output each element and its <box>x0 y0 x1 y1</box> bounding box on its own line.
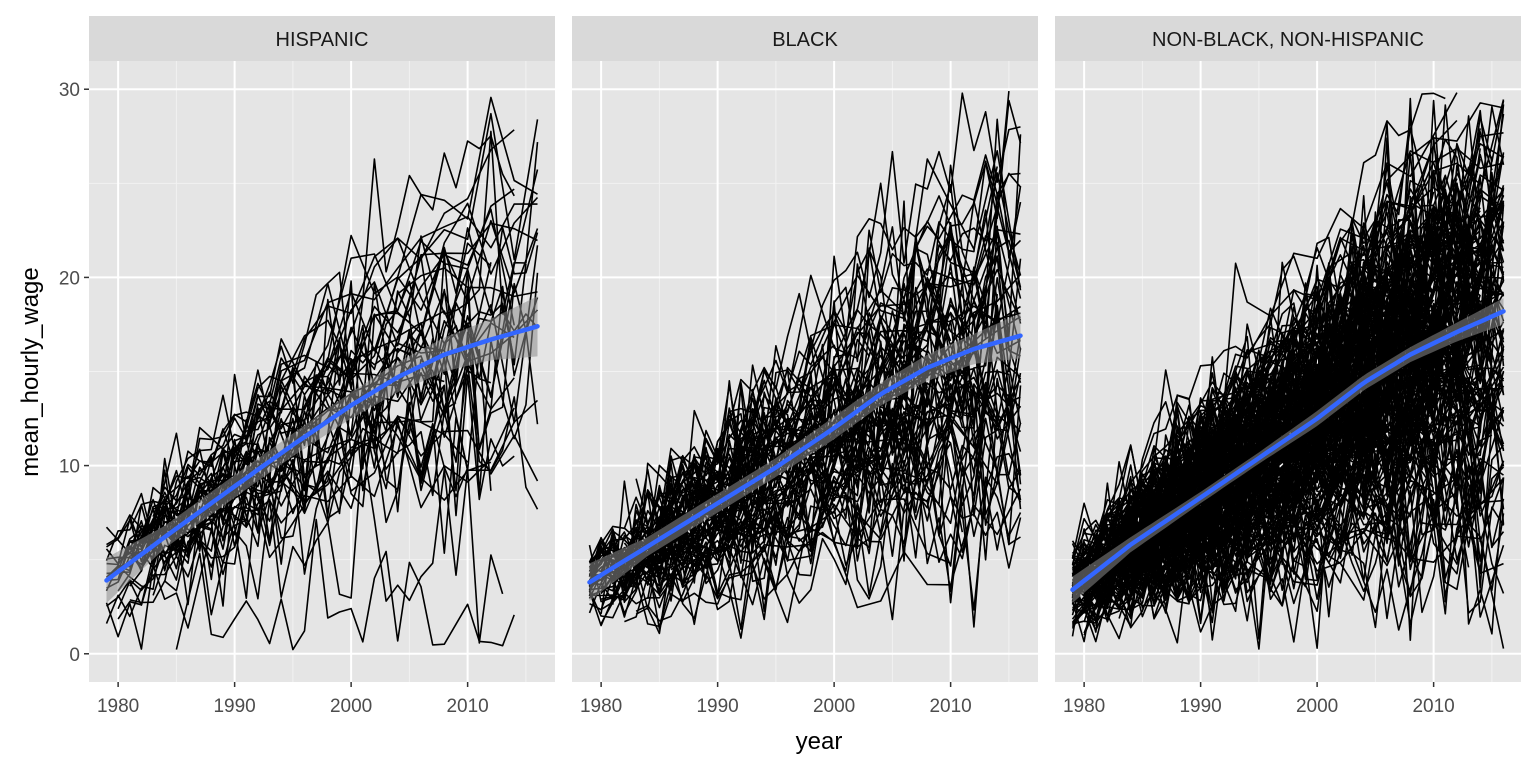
individual-trajectory <box>129 267 538 573</box>
smooth-trend-line <box>104 324 540 583</box>
x-tick-label: 1980 <box>1063 696 1105 717</box>
facet-1: BLACK 1980 1990 2000 2010 <box>572 16 1038 717</box>
individual-trajectory <box>1083 477 1504 608</box>
x-tick-label: 2010 <box>446 696 488 717</box>
facet-strip <box>89 16 555 61</box>
x-tick-label: 2010 <box>1412 696 1454 717</box>
smooth-trend-line <box>587 333 1023 585</box>
y-axis-title: mean_hourly_wage <box>17 267 44 476</box>
facets-layer: HISPANIC 1980 1990 2000 2010 0 10 20 30 BLACK 1980… <box>59 16 1521 717</box>
individual-trajectory <box>1071 122 1423 565</box>
individual-trajectory <box>612 377 1022 630</box>
individual-trajectory <box>175 518 515 651</box>
individual-trajectory <box>588 228 1021 576</box>
individual-trajectory <box>600 446 1021 625</box>
individual-trajectory <box>129 245 539 543</box>
y-tick-label: 10 <box>59 457 80 478</box>
individual-trajectory <box>646 92 1021 527</box>
individual-trajectory <box>635 386 1022 635</box>
individual-trajectory <box>635 304 1022 536</box>
individual-trajectory <box>658 91 1010 552</box>
facet-strip-label: HISPANIC <box>276 29 369 51</box>
individual-trajectory <box>612 185 1022 560</box>
smooth-trend-line <box>1070 309 1506 593</box>
x-tick-label: 2000 <box>330 696 372 717</box>
individual-trajectory <box>1071 155 1505 578</box>
x-tick-label: 2000 <box>1296 696 1338 717</box>
individual-trajectory <box>129 415 539 607</box>
individual-trajectory <box>105 134 515 565</box>
facet-strip-label: NON-BLACK, NON-HISPANIC <box>1152 29 1424 51</box>
individual-trajectory <box>153 196 539 532</box>
individual-trajectory <box>1153 305 1435 517</box>
individual-trajectory <box>1153 224 1504 527</box>
individual-trajectory <box>1071 153 1505 589</box>
individual-trajectory <box>1072 457 1504 626</box>
x-tick-label: 1980 <box>97 696 139 717</box>
y-tick-label: 30 <box>59 80 80 101</box>
individual-trajectory <box>1071 150 1481 587</box>
individual-trajectory <box>117 130 539 572</box>
individual-trajectory <box>588 365 1022 614</box>
facet-2: NON-BLACK, NON-HISPANIC 1980 1990 2000 2010 <box>1055 16 1521 717</box>
y-tick-label: 0 <box>69 645 80 666</box>
individual-trajectory <box>635 200 998 536</box>
x-tick-label: 1980 <box>580 696 622 717</box>
individual-trajectory <box>588 488 1022 639</box>
individual-trajectory <box>1083 418 1481 636</box>
individual-trajectory <box>1083 404 1458 592</box>
facet-0: HISPANIC 1980 1990 2000 2010 0 10 20 30 <box>59 16 555 717</box>
individual-trajectory <box>105 443 504 650</box>
facet-strip <box>572 16 1038 61</box>
individual-trajectory <box>1071 201 1458 592</box>
x-tick-label: 2010 <box>929 696 971 717</box>
individual-trajectory <box>129 226 539 549</box>
individual-trajectory <box>129 203 538 542</box>
smooth-ribbon <box>589 313 1021 602</box>
facet-strip-label: BLACK <box>772 29 838 51</box>
x-tick-label: 1990 <box>213 696 255 717</box>
individual-trajectory <box>600 454 1022 630</box>
individual-trajectory <box>1071 148 1481 616</box>
individual-trajectory <box>588 99 1022 572</box>
individual-trajectory <box>1071 119 1458 560</box>
facet-strip <box>1055 16 1521 61</box>
individual-trajectory <box>152 112 539 517</box>
x-tick-label: 1990 <box>696 696 738 717</box>
individual-trajectory <box>623 154 1021 540</box>
x-axis-title: year <box>796 728 843 755</box>
x-tick-label: 2000 <box>813 696 855 717</box>
y-tick-label: 20 <box>59 268 80 289</box>
x-tick-label: 1990 <box>1179 696 1221 717</box>
smooth-ribbon <box>106 296 538 603</box>
